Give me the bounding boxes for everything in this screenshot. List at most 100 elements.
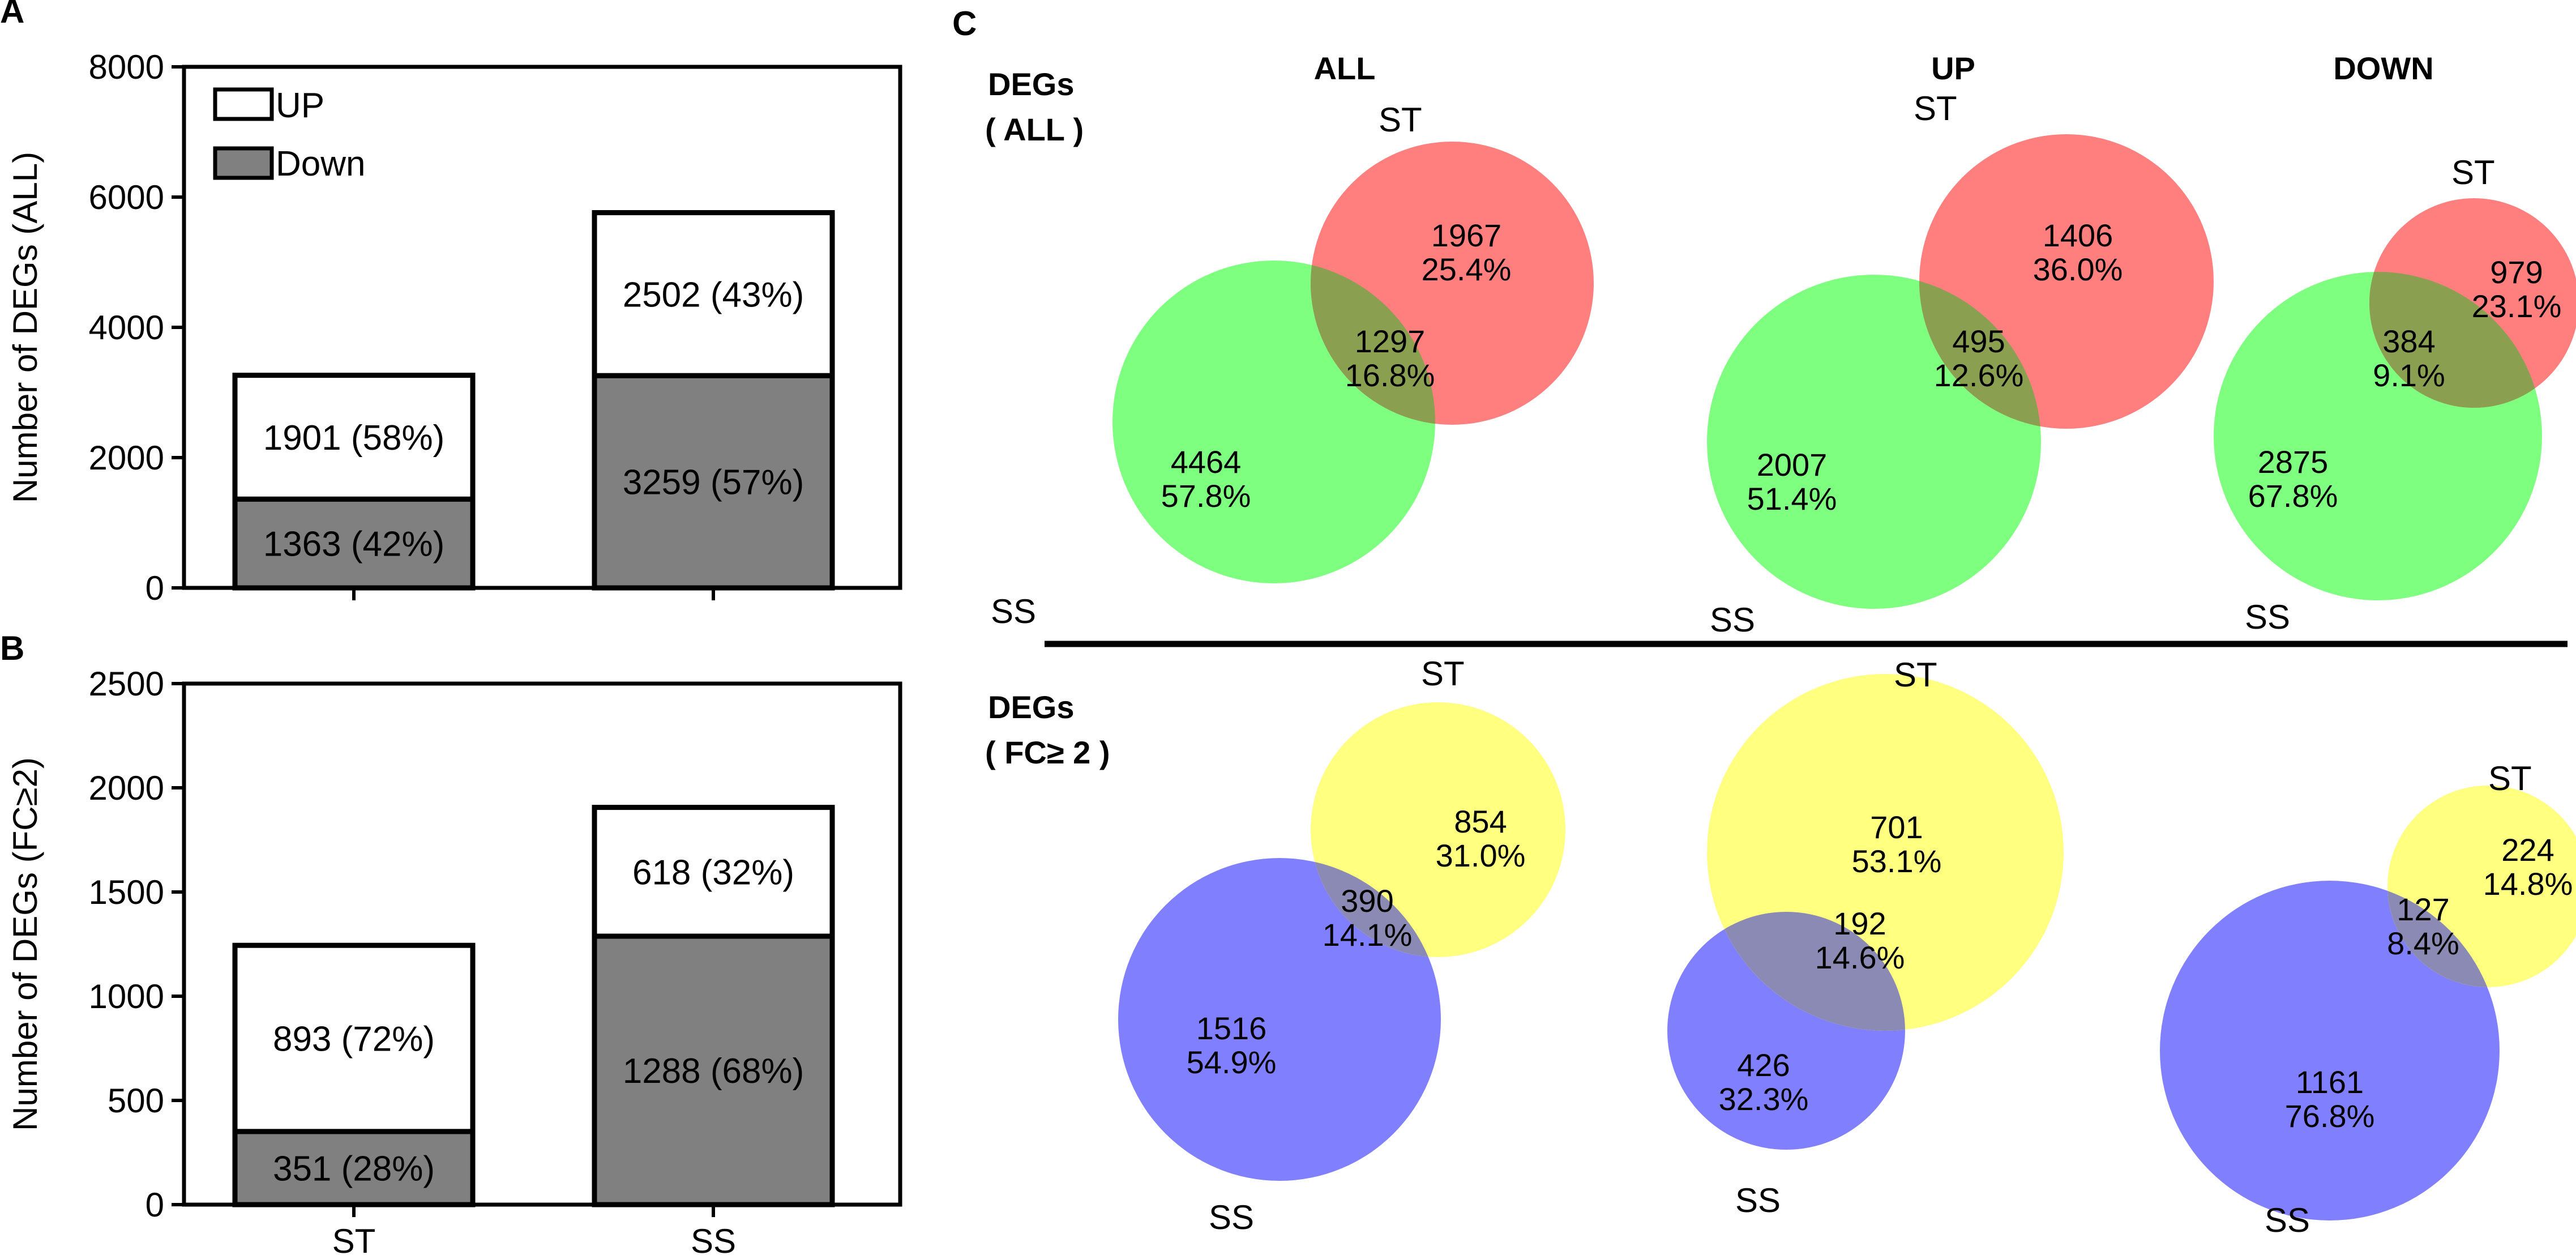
bar-up-ss — [592, 805, 835, 939]
venn-both-count: 192 — [1833, 906, 1886, 941]
chart-a-y-axis-label: Number of DEGs (ALL) — [6, 152, 44, 503]
x-tick-label: ST — [332, 1222, 376, 1259]
venn-ss-only-count: 426 — [1737, 1047, 1790, 1083]
row-label-all-line1: DEGs — [988, 66, 1075, 102]
venn-st-only-percent: 31.0% — [1436, 838, 1526, 873]
venn-both-count: 127 — [2397, 891, 2449, 927]
chart-a-bars: 1363 (42%) 1901 (58%) 3259 (57%) 2502 (43%) — [232, 210, 835, 591]
venn-label-st: ST — [2451, 153, 2495, 191]
y-tick-label: 0 — [146, 569, 164, 607]
panel-letter-a: A — [0, 0, 24, 30]
chart-b-bars: 351 (28%) 893 (72%) 1288 (68%) 618 (32%) — [232, 805, 835, 1207]
chart-b-y-axis-label: Number of DEGs (FC≥2) — [6, 757, 44, 1131]
venn-ss-only-percent: 51.4% — [1747, 481, 1837, 517]
venn-ss-only-percent: 57.8% — [1161, 478, 1251, 514]
venn-ss-only-count: 1516 — [1196, 1010, 1267, 1046]
bar-down-ss — [592, 373, 835, 591]
venn-label-ss: SS — [1710, 601, 1755, 639]
venn-both-percent: 12.6% — [1934, 357, 2024, 393]
venn-ss-only-count: 4464 — [1171, 444, 1242, 480]
y-tick-label: 2500 — [89, 665, 164, 703]
column-title-all: ALL — [1314, 50, 1376, 86]
venn-ss-only-percent: 76.8% — [2285, 1098, 2375, 1134]
venn-st-only-percent: 14.8% — [2483, 866, 2573, 902]
y-tick-label: 0 — [146, 1186, 164, 1224]
venn-both-count: 1297 — [1355, 323, 1426, 359]
bar-up-st — [232, 942, 476, 1134]
bar-up-ss — [592, 210, 835, 378]
legend-swatch-up — [213, 87, 274, 121]
venn-st-only-count: 854 — [1454, 804, 1507, 839]
row-label-all-line2: ( ALL ) — [985, 112, 1084, 147]
x-tick-label: SS — [691, 1222, 736, 1259]
venn-both-percent: 8.4% — [2387, 925, 2459, 961]
chart-b-x-axis: ST SS — [332, 1205, 736, 1259]
venn-label-st: ST — [2488, 759, 2532, 797]
bar-label-down-ss: 3259 (57%) — [623, 463, 805, 502]
venn-st-only-count: 224 — [2501, 832, 2554, 868]
bar-label-down-ss: 1288 (68%) — [623, 1052, 805, 1091]
venn-ss-only-percent: 54.9% — [1187, 1044, 1277, 1080]
legend-label-down: Down — [276, 144, 366, 183]
y-tick-label: 2000 — [89, 769, 164, 807]
venn-st-only-count: 1967 — [1431, 217, 1502, 253]
venn-both-percent: 16.8% — [1345, 357, 1435, 393]
venn-label-st: ST — [1421, 655, 1465, 693]
chart-b-frame — [182, 681, 902, 1207]
row-label-fc-line1: DEGs — [988, 689, 1075, 725]
venn-st-only-count: 701 — [1870, 809, 1923, 845]
venn-label-st: ST — [1379, 101, 1422, 139]
chart-a-y-axis: 0 2000 4000 6000 8000 — [89, 48, 184, 607]
y-tick-label: 2000 — [89, 439, 164, 477]
bar-label-up-st: 893 (72%) — [273, 1020, 435, 1059]
venn-overlap — [1311, 858, 1441, 957]
bar-label-up-ss: 2502 (43%) — [623, 275, 805, 314]
venn-label-ss: SS — [2245, 598, 2290, 636]
bar-label-down-st: 1363 (42%) — [263, 525, 445, 564]
venn-label-ss: SS — [991, 592, 1036, 630]
panel-letter-c: C — [952, 5, 977, 42]
y-tick-label: 1000 — [89, 978, 164, 1015]
venn-ss-only-count: 1161 — [2296, 1064, 2364, 1100]
venn-ss-only-percent: 67.8% — [2248, 478, 2338, 514]
y-tick-label: 6000 — [89, 178, 164, 216]
venn-overlap — [1707, 912, 1905, 1031]
row-label-fc-line2: ( FC≥ 2 ) — [985, 735, 1110, 770]
bar-down-st — [232, 496, 476, 591]
bar-up-st — [232, 373, 476, 502]
bar-down-ss — [592, 933, 835, 1207]
venn-st-only-percent: 25.4% — [1422, 251, 1512, 287]
venn-ss-only-count: 2007 — [1757, 447, 1828, 483]
panel-letter-b: B — [0, 629, 24, 667]
venn-st-only-count: 1406 — [2043, 217, 2113, 253]
venn-label-st: ST — [1914, 89, 1957, 127]
venn-circle-ss — [1118, 858, 1441, 1181]
venn-circle-ss — [2160, 881, 2500, 1220]
bar-label-up-ss: 618 (32%) — [632, 853, 794, 892]
venn-both-percent: 14.1% — [1323, 917, 1413, 953]
venn-st-only-count: 979 — [2490, 254, 2543, 290]
bar-label-up-st: 1901 (58%) — [263, 419, 445, 458]
venn-both-percent: 9.1% — [2373, 357, 2445, 393]
venn-st-only-percent: 53.1% — [1852, 843, 1942, 879]
y-tick-label: 4000 — [89, 309, 164, 347]
venn-ss-only-percent: 32.3% — [1719, 1081, 1809, 1117]
venn-ss-only-count: 2875 — [2258, 444, 2329, 480]
venn-label-ss: SS — [2265, 1201, 2310, 1239]
venn-overlap — [1919, 275, 2041, 429]
venn-label-ss: SS — [1735, 1181, 1781, 1219]
venn-both-count: 495 — [1952, 323, 2005, 359]
legend-swatch-down — [213, 146, 274, 180]
venn-label-ss: SS — [1209, 1198, 1254, 1236]
y-tick-label: 500 — [108, 1082, 164, 1120]
chart-a-legend: UP Down — [213, 86, 366, 183]
chart-a-stacked-bar: 0 2000 4000 6000 8000 1363 (42%) 1901 (58%) 32… — [6, 48, 902, 607]
y-tick-label: 8000 — [89, 48, 164, 86]
